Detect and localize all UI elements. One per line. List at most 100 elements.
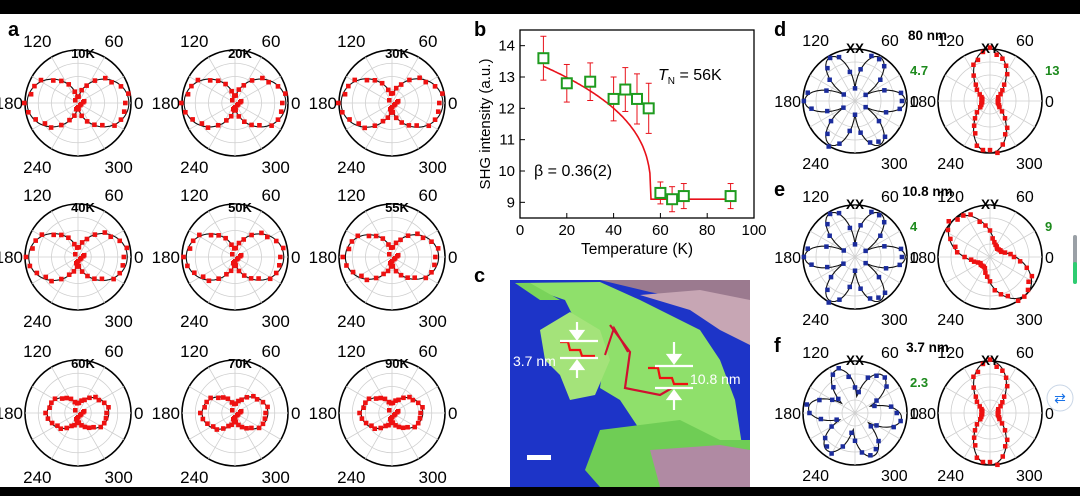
center-marker	[78, 257, 83, 262]
xx-pattern-marker	[829, 424, 834, 429]
temperature-lobe-marker	[38, 77, 44, 83]
temperature-label: 20K	[228, 46, 252, 61]
temperature-lobe-marker	[407, 394, 412, 400]
polar-angle-label-0: 0	[1045, 250, 1054, 267]
xy-pattern-marker	[971, 123, 977, 128]
temperature-lobe-marker	[278, 254, 283, 260]
polar-angle-label-300: 300	[881, 468, 908, 485]
polar-grid-spoke	[809, 230, 901, 284]
temperature-lobe-marker	[43, 410, 48, 416]
polar-angle-label-240: 240	[23, 312, 51, 331]
temperature-lobe-marker	[414, 123, 419, 128]
temperature-lobe-marker	[340, 109, 345, 115]
translate-button[interactable]	[1046, 384, 1074, 412]
polar-angle-label-120: 120	[937, 345, 964, 362]
xx-pattern-marker	[809, 106, 814, 111]
xy-pattern-marker	[993, 242, 998, 248]
temperature-lobe-marker	[108, 234, 114, 240]
temperature-lobe-marker	[66, 235, 71, 241]
temperature-lobe-marker	[363, 400, 368, 405]
xx-pattern-marker	[825, 108, 830, 114]
xx-pattern-marker	[876, 118, 882, 124]
polar-angle-label-60: 60	[105, 342, 124, 361]
polar-angle-label-60: 60	[881, 345, 899, 362]
xx-pattern-marker	[894, 410, 900, 416]
xx-pattern-marker	[809, 262, 814, 267]
xy-pattern-marker	[1002, 250, 1008, 255]
polar-angle-label-0: 0	[291, 404, 300, 423]
temperature-lobe-marker	[381, 271, 386, 277]
temperature-lobe-marker	[72, 422, 77, 428]
xx-pattern-marker	[863, 260, 868, 266]
temperature-lobe-marker	[385, 115, 391, 120]
fit-curve	[543, 65, 731, 200]
polar-grid-spoke	[944, 386, 1036, 440]
xx-title: XX	[846, 353, 864, 368]
xx-pattern-marker	[827, 77, 832, 83]
xx-pattern-marker	[852, 242, 858, 247]
xx-pattern-marker	[846, 374, 851, 380]
center-marker	[238, 410, 243, 415]
xx-pattern-marker	[876, 438, 881, 444]
xx-pattern-marker	[805, 246, 811, 251]
panel-label-a: a	[8, 19, 20, 41]
center-marker	[392, 103, 397, 108]
temperature-lobe-marker	[103, 415, 109, 421]
temperature-lobe-marker	[208, 395, 213, 401]
xx-pattern-marker	[847, 128, 852, 134]
panel-b-chart: 0 20 40 60 80 100 9 10 11 12 13 14 Temperature (K) SH…	[477, 29, 767, 258]
data-point	[666, 193, 679, 206]
xx-pattern-marker	[897, 106, 902, 112]
temperature-lobe-marker	[363, 420, 369, 426]
xx-pattern-marker	[868, 424, 874, 429]
data-point	[607, 92, 620, 105]
temperature-lobe-marker	[432, 84, 438, 89]
temperature-lobe-marker	[79, 240, 85, 245]
temperature-lobe-marker	[385, 268, 391, 274]
temperature-lobe-marker	[242, 119, 247, 125]
xx-pattern-marker	[847, 69, 853, 75]
polar-plot-10k: 120 60 180 0 240 300 10K	[0, 32, 143, 177]
xy-pattern-marker	[977, 92, 982, 97]
temperature-lobe-marker	[229, 88, 234, 94]
polar-angle-label-0: 0	[291, 248, 300, 267]
xy-pattern-marker	[980, 147, 986, 153]
temperature-lobe-marker	[429, 270, 434, 275]
polar-angle-label-240: 240	[23, 468, 51, 487]
temperature-lobe-marker	[344, 263, 349, 268]
temperature-lobe-marker	[355, 233, 361, 239]
polar-angle-label-120: 120	[337, 342, 365, 361]
temperature-lobe-marker	[59, 232, 64, 238]
temperature-lobe-marker	[85, 273, 90, 279]
temperature-lobe-marker	[432, 117, 438, 122]
temperature-lobe-marker	[224, 118, 229, 123]
polar-plot-xx: 120 60 180 0 240 300 XX 4	[774, 189, 919, 329]
x-axis-label: Temperature (K)	[581, 241, 693, 258]
polar-angle-label-300: 300	[262, 468, 290, 487]
xy-pattern-marker	[1004, 71, 1010, 77]
polar-angle-label-240: 240	[802, 156, 829, 173]
polar-angle-label-300: 300	[1016, 312, 1043, 329]
temperature-lobe-marker	[229, 400, 235, 405]
xx-max-value: 4	[910, 219, 918, 234]
xx-pattern-marker	[824, 88, 829, 93]
temperature-lobe-marker	[280, 100, 285, 106]
xy-pattern-marker	[1008, 251, 1013, 257]
temperature-lobe-marker	[92, 232, 98, 237]
data-point	[642, 102, 655, 115]
xx-pattern-marker	[874, 398, 879, 403]
xx-pattern-marker	[849, 430, 854, 436]
data-point	[654, 186, 667, 199]
temperature-lobe-marker	[190, 117, 195, 122]
xy-pattern-marker	[995, 99, 1001, 105]
temperature-lobe-marker	[262, 416, 268, 421]
xx-pattern-marker	[836, 210, 842, 216]
flake-outline-2	[604, 325, 629, 356]
polar-plot-70k: 120 60 180 0 240 300 70K	[152, 342, 301, 487]
temperature-lobe-marker	[121, 254, 127, 260]
data-point	[537, 52, 550, 65]
temperature-lobe-marker	[372, 77, 378, 83]
polar-angle-label-180: 180	[309, 248, 337, 267]
